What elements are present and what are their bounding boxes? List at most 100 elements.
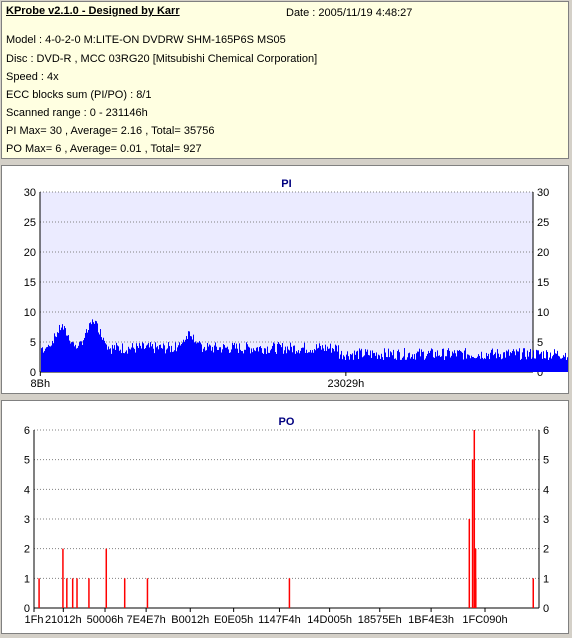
pi-bar [341,350,342,372]
pi-bar [418,351,419,372]
pi-bar [438,355,439,372]
pi-bar [551,358,552,372]
pi-bar [315,350,316,372]
pi-bar [310,350,311,372]
pi-bar [395,358,396,372]
pi-bar [254,350,255,372]
pi-bar [236,343,237,372]
pi-bar [84,337,85,372]
pi-bar [98,332,99,372]
pi-bar [518,351,519,372]
pi-bar [177,347,178,372]
pi-bar [139,343,140,372]
pi-bar [345,359,346,372]
pi-bar [71,342,72,372]
pi-bar [528,356,529,372]
pi-bar [89,323,90,372]
pi-bar [307,353,308,372]
pi-bar [137,346,138,372]
x-tick-label: 1FC090h [462,614,507,626]
pi-bar [138,348,139,372]
pi-bar [232,342,233,372]
pi-bar [276,353,277,372]
pi-bar [140,345,141,372]
x-tick-label: 7E4E7h [127,614,166,626]
y-tick-label-left: 4 [24,484,30,496]
pi-bar [208,346,209,372]
pi-bar [516,349,517,372]
pi-bar [90,322,91,372]
pi-bar [374,352,375,372]
pi-bar [143,343,144,372]
pi-bar [227,346,228,372]
pi-bar [175,342,176,372]
pi-bar [440,357,441,372]
pi-bar [483,359,484,372]
pi-bar [206,350,207,372]
po-bar [473,430,476,608]
pi-bar [527,350,528,372]
y-tick-label-right: 3 [543,514,549,526]
pi-bar [41,348,42,372]
pi-bar [93,322,94,372]
pi-bar [176,351,177,372]
info-panel: KProbe v2.1.0 - Designed by Karr Date : … [1,1,569,159]
pi-bar [82,345,83,372]
pi-bar [481,351,482,372]
pi-bar [332,348,333,372]
pi-bar [402,357,403,372]
pi-bar [550,352,551,372]
pi-bar [203,348,204,372]
pi-bar [417,351,418,372]
pi-bar [524,348,525,372]
pi-bar [306,349,307,372]
y-tick-label-left: 20 [24,247,36,259]
pi-bar [522,352,523,372]
pi-bar [118,346,119,372]
pi-bar [179,342,180,372]
pi-bar [464,350,465,372]
y-tick-label-left: 5 [30,337,36,349]
y-tick-label-right: 6 [543,425,549,437]
pi-bar [218,349,219,372]
pi-bar [101,337,102,372]
x-tick-label: E0E05h [214,614,253,626]
pi-bar [114,345,115,372]
pi-bar [520,359,521,372]
pi-bar [344,356,345,372]
pi-bar [281,347,282,372]
y-tick-label-right: 15 [537,277,549,289]
pi-bar [386,357,387,372]
pi-bar [216,346,217,372]
pi-bar [420,356,421,372]
pi-bar [174,350,175,372]
pi-bar [293,345,294,372]
pi-bar [561,358,562,372]
pi-bar [367,349,368,372]
po-bar [532,578,534,608]
pi-bar [407,357,408,372]
pi-bar [117,345,118,372]
pi-bar [529,352,530,372]
pi-bar [147,344,148,372]
pi-bar [537,350,538,372]
pi-bar [105,343,106,372]
pi-bar [289,350,290,372]
pi-bar [399,352,400,372]
pi-bar [170,352,171,372]
pi-bar [43,352,44,372]
chart-title: PO [279,416,295,428]
pi-bar [325,344,326,372]
pi-bar [330,343,331,372]
y-tick-label-right: 1 [543,573,549,585]
pi-bar [202,351,203,372]
pi-bar [487,356,488,372]
pi-bar [221,352,222,372]
pi-bar [489,359,490,372]
pi-bar [364,355,365,372]
info-range: Scanned range : 0 - 231146h [6,107,148,119]
pi-bar [131,347,132,372]
pi-bar [353,359,354,372]
pi-bar [159,344,160,372]
pi-bar [85,332,86,372]
